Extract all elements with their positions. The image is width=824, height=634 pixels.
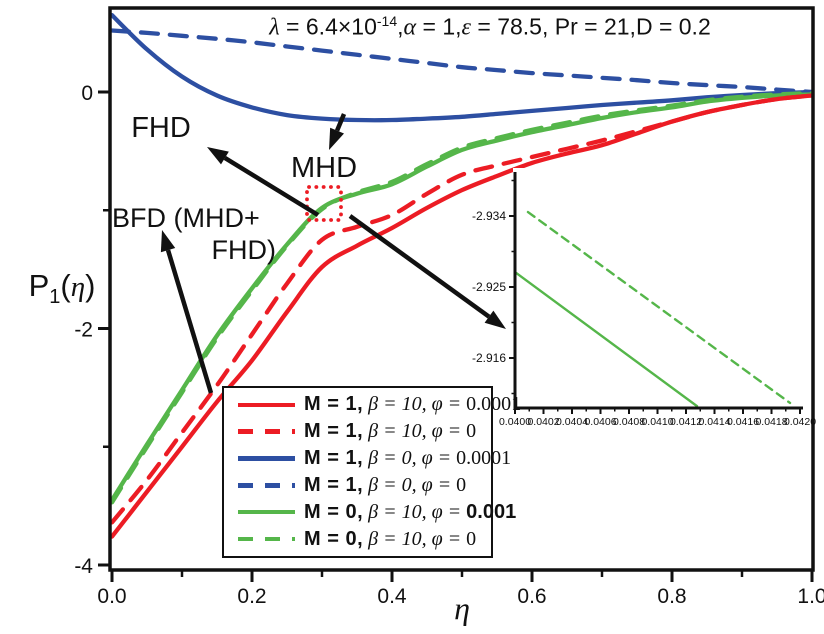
- title-segment: = 1,: [416, 13, 462, 40]
- y-tick-label: -2: [74, 319, 93, 342]
- title-segment: α: [403, 14, 417, 41]
- inset-x-tick-label: 0.0416: [727, 416, 759, 428]
- x-tick-label: 0.4: [377, 585, 407, 608]
- annotation-arrows: [160, 113, 506, 394]
- x-tick-label: 0.8: [657, 585, 686, 608]
- legend-item: M = 1, β = 10, φ = 0.0001: [238, 392, 521, 418]
- legend-line-solid: [238, 402, 295, 408]
- y-label-base: P: [28, 268, 50, 303]
- legend-label: M = 1, β = 10, φ = 0: [304, 420, 477, 443]
- inset-x-tick-label: 0.0420: [784, 416, 816, 428]
- legend-line-dashed: [238, 483, 295, 488]
- inset-x-tick-label: 0.0412: [670, 416, 702, 428]
- title-segment: D = 0.2: [635, 13, 711, 40]
- y-label-eta: η: [70, 271, 86, 303]
- annotation-fhd: FHD: [131, 112, 191, 144]
- inset-x-tick-label: 0.0406: [584, 416, 616, 428]
- title-segment: = 6.4×10: [279, 13, 377, 40]
- curve-blue-solid: [109, 12, 815, 123]
- legend: M = 1, β = 10, φ = 0.0001 M = 1, β = 10, …: [222, 386, 521, 558]
- legend-label: M = 0, β = 10, φ = 0: [304, 527, 477, 550]
- y-label-subscript: 1: [49, 286, 61, 309]
- legend-label: M = 1, β = 10, φ = 0.0001: [304, 393, 522, 416]
- legend-line-solid: [238, 509, 295, 515]
- legend-item: M = 1, β = 10, φ = 0: [238, 419, 487, 445]
- y-axis-label: P1(η): [12, 268, 112, 309]
- legend-item: M = 0, β = 10, φ = 0.001: [238, 499, 516, 525]
- x-tick-label: 0.6: [517, 585, 546, 608]
- inset-y-tick-label: -2.934: [472, 209, 506, 223]
- curve-blue-dashed: [109, 28, 815, 95]
- legend-item: M = 1, β = 0, φ = 0: [238, 472, 487, 498]
- inset-x-tick-label: 0.0410: [641, 416, 673, 428]
- legend-item: M = 1, β = 0, φ = 0.0001: [238, 446, 511, 472]
- legend-label: M = 1, β = 0, φ = 0: [304, 473, 467, 496]
- x-tick-label: 0.0: [97, 585, 126, 608]
- inset-y-tick-label: -2.916: [472, 351, 506, 365]
- title-segment: ,: [397, 13, 404, 40]
- axis-ticks: 0.0 0.2 0.4 0.6 0.8 1.0 0 -2 -4: [74, 82, 824, 608]
- inset-x-tick-label: 0.0408: [613, 416, 645, 428]
- inset-x-tick-label: 0.0418: [755, 416, 787, 428]
- legend-line-dashed: [238, 536, 295, 542]
- inset-x-tick-label: 0.0400: [499, 416, 531, 428]
- y-tick-label: 0: [81, 82, 93, 105]
- y-label-paren-close: ): [85, 268, 96, 303]
- annotation-mhd: MHD: [290, 152, 358, 184]
- curve-red-dashed: [109, 93, 815, 525]
- zoom-region-box: [305, 185, 343, 222]
- inset-x-tick-label: 0.0414: [698, 416, 730, 428]
- x-axis-label: η: [454, 590, 470, 626]
- y-label-paren-open: (: [60, 268, 71, 303]
- legend-item: M = 0, β = 10, φ = 0: [238, 526, 487, 552]
- y-tick-label: -4: [74, 555, 93, 578]
- inset-plot: 0.04000.04020.04040.04060.04080.04100.04…: [472, 168, 816, 428]
- inset-y-tick-label: -2.925: [472, 280, 506, 294]
- annotation-bfd-line2: FHD): [211, 235, 276, 265]
- title-segment: ε: [461, 14, 471, 41]
- legend-label: M = 1, β = 0, φ = 0.0001: [304, 447, 512, 470]
- annotation-bfd-line1: BFD (MHD+: [112, 203, 260, 233]
- curve-green-solid: [109, 92, 815, 503]
- x-tick-label: 1.0: [797, 585, 824, 608]
- legend-line-solid: [238, 456, 295, 461]
- legend-label: M = 0, β = 10, φ = 0.001: [304, 500, 517, 523]
- x-tick-label: 0.2: [237, 585, 266, 608]
- chart-title: λ = 6.4×10-14,α = 1,ε = 78.5, Pr = 21,D …: [150, 13, 824, 42]
- annotation-bfd: BFD (MHD+ FHD): [112, 202, 282, 266]
- legend-line-dashed: [238, 429, 295, 434]
- title-segment: = 78.5, Pr = 21,: [470, 13, 636, 40]
- inset-line-solid: [514, 271, 699, 408]
- inset-x-tick-label: 0.0402: [527, 416, 559, 428]
- inset-line-dashed: [526, 210, 792, 405]
- title-segment: λ: [269, 14, 280, 41]
- inset-x-tick-label: 0.0404: [556, 416, 588, 428]
- title-segment: -14: [376, 13, 398, 29]
